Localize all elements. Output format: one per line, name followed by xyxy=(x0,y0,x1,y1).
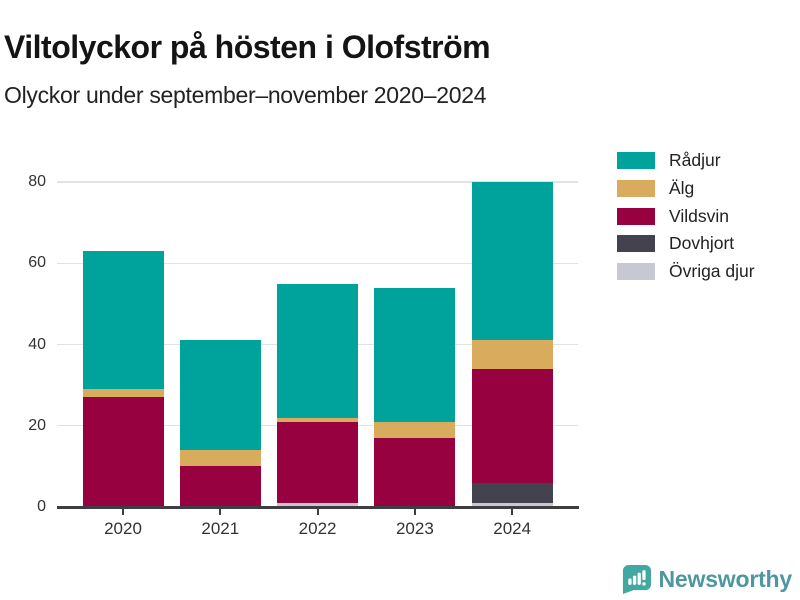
y-axis-tick-label: 60 xyxy=(28,254,46,272)
page-title: Viltolyckor på hösten i Olofström xyxy=(4,29,491,66)
bar-chart-speech-bubble-icon xyxy=(622,564,651,594)
y-axis-tick-label: 20 xyxy=(28,416,46,434)
legend-item-ovriga-djur: Övriga djur xyxy=(617,261,755,282)
bar-segment-vildsvin-2023 xyxy=(374,437,456,507)
legend-swatch-vildsvin xyxy=(617,207,655,225)
legend-label: Dovhjort xyxy=(669,233,735,254)
x-axis-tick xyxy=(316,508,319,515)
legend-swatch-radjur xyxy=(617,152,655,169)
bar-segment-alg-2021 xyxy=(179,450,261,467)
legend-label: Rådjur xyxy=(669,150,721,170)
bar-segment-ovriga-djur-2022 xyxy=(277,502,359,507)
bar-segment-vildsvin-2020 xyxy=(82,397,164,507)
x-axis-tick xyxy=(413,508,416,515)
bar-segment-vildsvin-2024 xyxy=(471,368,553,483)
legend-label: Älg xyxy=(669,177,695,198)
bar-segment-radjur-2020 xyxy=(82,251,164,390)
bar-segment-radjur-2021 xyxy=(179,340,261,451)
newsworthy-logo: Newsworthy xyxy=(621,562,792,596)
legend-item-vildsvin: Vildsvin xyxy=(617,205,755,226)
legend-item-radjur: Rådjur xyxy=(617,150,755,170)
chart-legend: Rådjur Älg Vildsvin Dovhjort Övriga djur xyxy=(617,150,755,291)
bar-segment-vildsvin-2021 xyxy=(179,466,261,507)
legend-swatch-ovriga-djur xyxy=(617,263,655,281)
gridline-60 xyxy=(57,262,578,264)
legend-swatch-alg xyxy=(617,179,655,197)
legend-item-alg: Älg xyxy=(617,177,755,198)
legend-label: Övriga djur xyxy=(669,261,755,282)
bar-segment-radjur-2023 xyxy=(374,287,456,422)
x-axis-label: 2022 xyxy=(298,519,337,538)
legend-label: Vildsvin xyxy=(669,205,729,226)
bar-segment-alg-2020 xyxy=(82,389,164,398)
x-axis-tick xyxy=(122,508,124,515)
bar-segment-dovhjort-2024 xyxy=(471,482,553,503)
gridline-80 xyxy=(57,181,578,183)
bar-segment-alg-2022 xyxy=(277,417,359,422)
x-axis-label: 2023 xyxy=(395,519,434,538)
page-subtitle: Olyckor under september–november 2020–20… xyxy=(4,82,487,108)
x-axis-tick xyxy=(219,508,222,515)
x-axis-label: 2020 xyxy=(104,519,142,538)
legend-item-dovhjort: Dovhjort xyxy=(617,233,755,254)
bar-segment-alg-2024 xyxy=(471,340,553,369)
bar-segment-vildsvin-2022 xyxy=(277,421,359,503)
x-axis-label: 2024 xyxy=(493,519,532,538)
y-axis-tick-label: 40 xyxy=(28,335,46,353)
brand-name: Newsworthy xyxy=(658,565,793,592)
bar-segment-alg-2023 xyxy=(374,421,456,438)
legend-swatch-dovhjort xyxy=(617,235,655,253)
bar-segment-ovriga-djur-2024 xyxy=(471,502,553,507)
x-axis-label: 2021 xyxy=(201,519,240,538)
x-axis-line xyxy=(57,506,579,509)
y-axis-tick-label: 80 xyxy=(28,173,46,190)
y-axis-tick-label: 0 xyxy=(37,498,46,515)
bar-segment-radjur-2024 xyxy=(471,182,553,341)
bar-segment-radjur-2022 xyxy=(277,283,359,418)
x-axis-tick xyxy=(511,508,514,515)
